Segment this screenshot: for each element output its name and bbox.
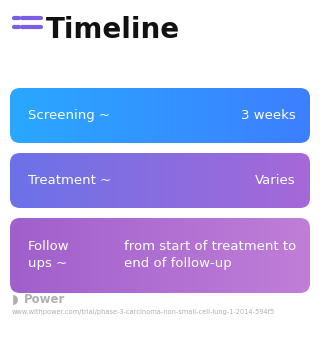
Text: 3 weeks: 3 weeks — [241, 109, 296, 122]
Text: Timeline: Timeline — [46, 16, 180, 44]
Text: Varies: Varies — [255, 174, 296, 187]
Text: www.withpower.com/trial/phase-3-carcinoma-non-small-cell-lung-1-2014-594f5: www.withpower.com/trial/phase-3-carcinom… — [12, 309, 275, 315]
Text: from start of treatment to
end of follow-up: from start of treatment to end of follow… — [124, 240, 296, 271]
Text: Follow
ups ~: Follow ups ~ — [28, 240, 70, 271]
Text: Power: Power — [24, 293, 65, 306]
Text: ◗: ◗ — [12, 293, 19, 306]
Text: Screening ~: Screening ~ — [28, 109, 110, 122]
Text: Treatment ~: Treatment ~ — [28, 174, 111, 187]
